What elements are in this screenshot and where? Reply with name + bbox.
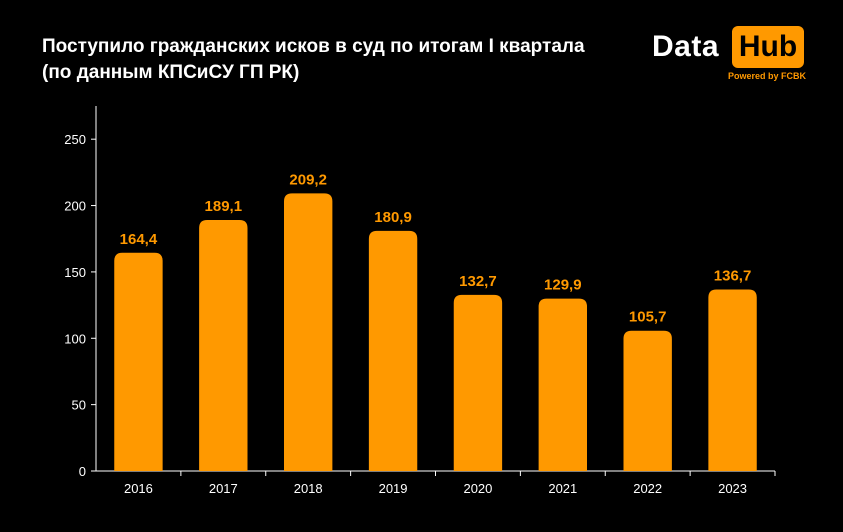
y-axis: 0 50 100 150 200 250 bbox=[64, 106, 97, 479]
x-tick-label: 2023 bbox=[718, 481, 747, 496]
title-line-2: (по данным КПСиСУ ГП РК) bbox=[42, 62, 300, 83]
data-label-2019: 180,9 bbox=[374, 209, 412, 226]
x-tick-label: 2022 bbox=[633, 481, 662, 496]
bar-2017 bbox=[199, 220, 248, 471]
bars bbox=[114, 193, 757, 472]
x-tick-label: 2018 bbox=[294, 481, 323, 496]
bar-2023 bbox=[708, 289, 757, 471]
logo-text-data: Data bbox=[652, 30, 720, 63]
bar-2022 bbox=[623, 330, 672, 471]
x-tick-label: 2019 bbox=[379, 481, 408, 496]
y-tick-label: 100 bbox=[64, 331, 86, 346]
data-label-2021: 129,9 bbox=[544, 277, 582, 294]
logo-powered-by: Powered by FCBK bbox=[727, 71, 806, 81]
x-tick-label: 2021 bbox=[548, 481, 577, 496]
x-tick-label: 2016 bbox=[124, 481, 153, 496]
data-label-2017: 189,1 bbox=[205, 198, 243, 215]
bar-2019 bbox=[368, 230, 418, 471]
chart-title: Поступило гражданских исков в суд по ито… bbox=[42, 34, 632, 86]
title-line-1: Поступило гражданских исков в суд по ито… bbox=[42, 36, 585, 57]
y-tick-label: 200 bbox=[64, 199, 86, 214]
x-tick-label: 2020 bbox=[463, 481, 492, 496]
datahub-logo: Data Hub Powered by FCBK bbox=[652, 24, 812, 88]
data-labels: 164,4 189,1 209,2 180,9 132,7 129,9 105,7 136,7 bbox=[120, 171, 752, 325]
bar-2021 bbox=[538, 298, 588, 471]
x-tick-label: 2017 bbox=[209, 481, 238, 496]
y-tick-label: 150 bbox=[64, 265, 86, 280]
data-label-2018: 209,2 bbox=[289, 171, 327, 188]
bar-2016 bbox=[114, 252, 163, 471]
data-label-2020: 132,7 bbox=[459, 273, 497, 290]
bar-2020 bbox=[453, 294, 503, 471]
data-label-2016: 164,4 bbox=[120, 231, 158, 248]
data-label-2023: 136,7 bbox=[714, 268, 752, 285]
x-axis: 2016 2017 2018 2019 2020 2021 2022 2023 bbox=[96, 470, 776, 496]
y-tick-label: 0 bbox=[79, 464, 86, 479]
logo-text-hub: Hub bbox=[732, 26, 804, 68]
bar-2018 bbox=[283, 193, 333, 472]
data-label-2022: 105,7 bbox=[629, 309, 667, 326]
y-tick-label: 50 bbox=[72, 398, 86, 413]
y-tick-label: 250 bbox=[64, 132, 86, 147]
